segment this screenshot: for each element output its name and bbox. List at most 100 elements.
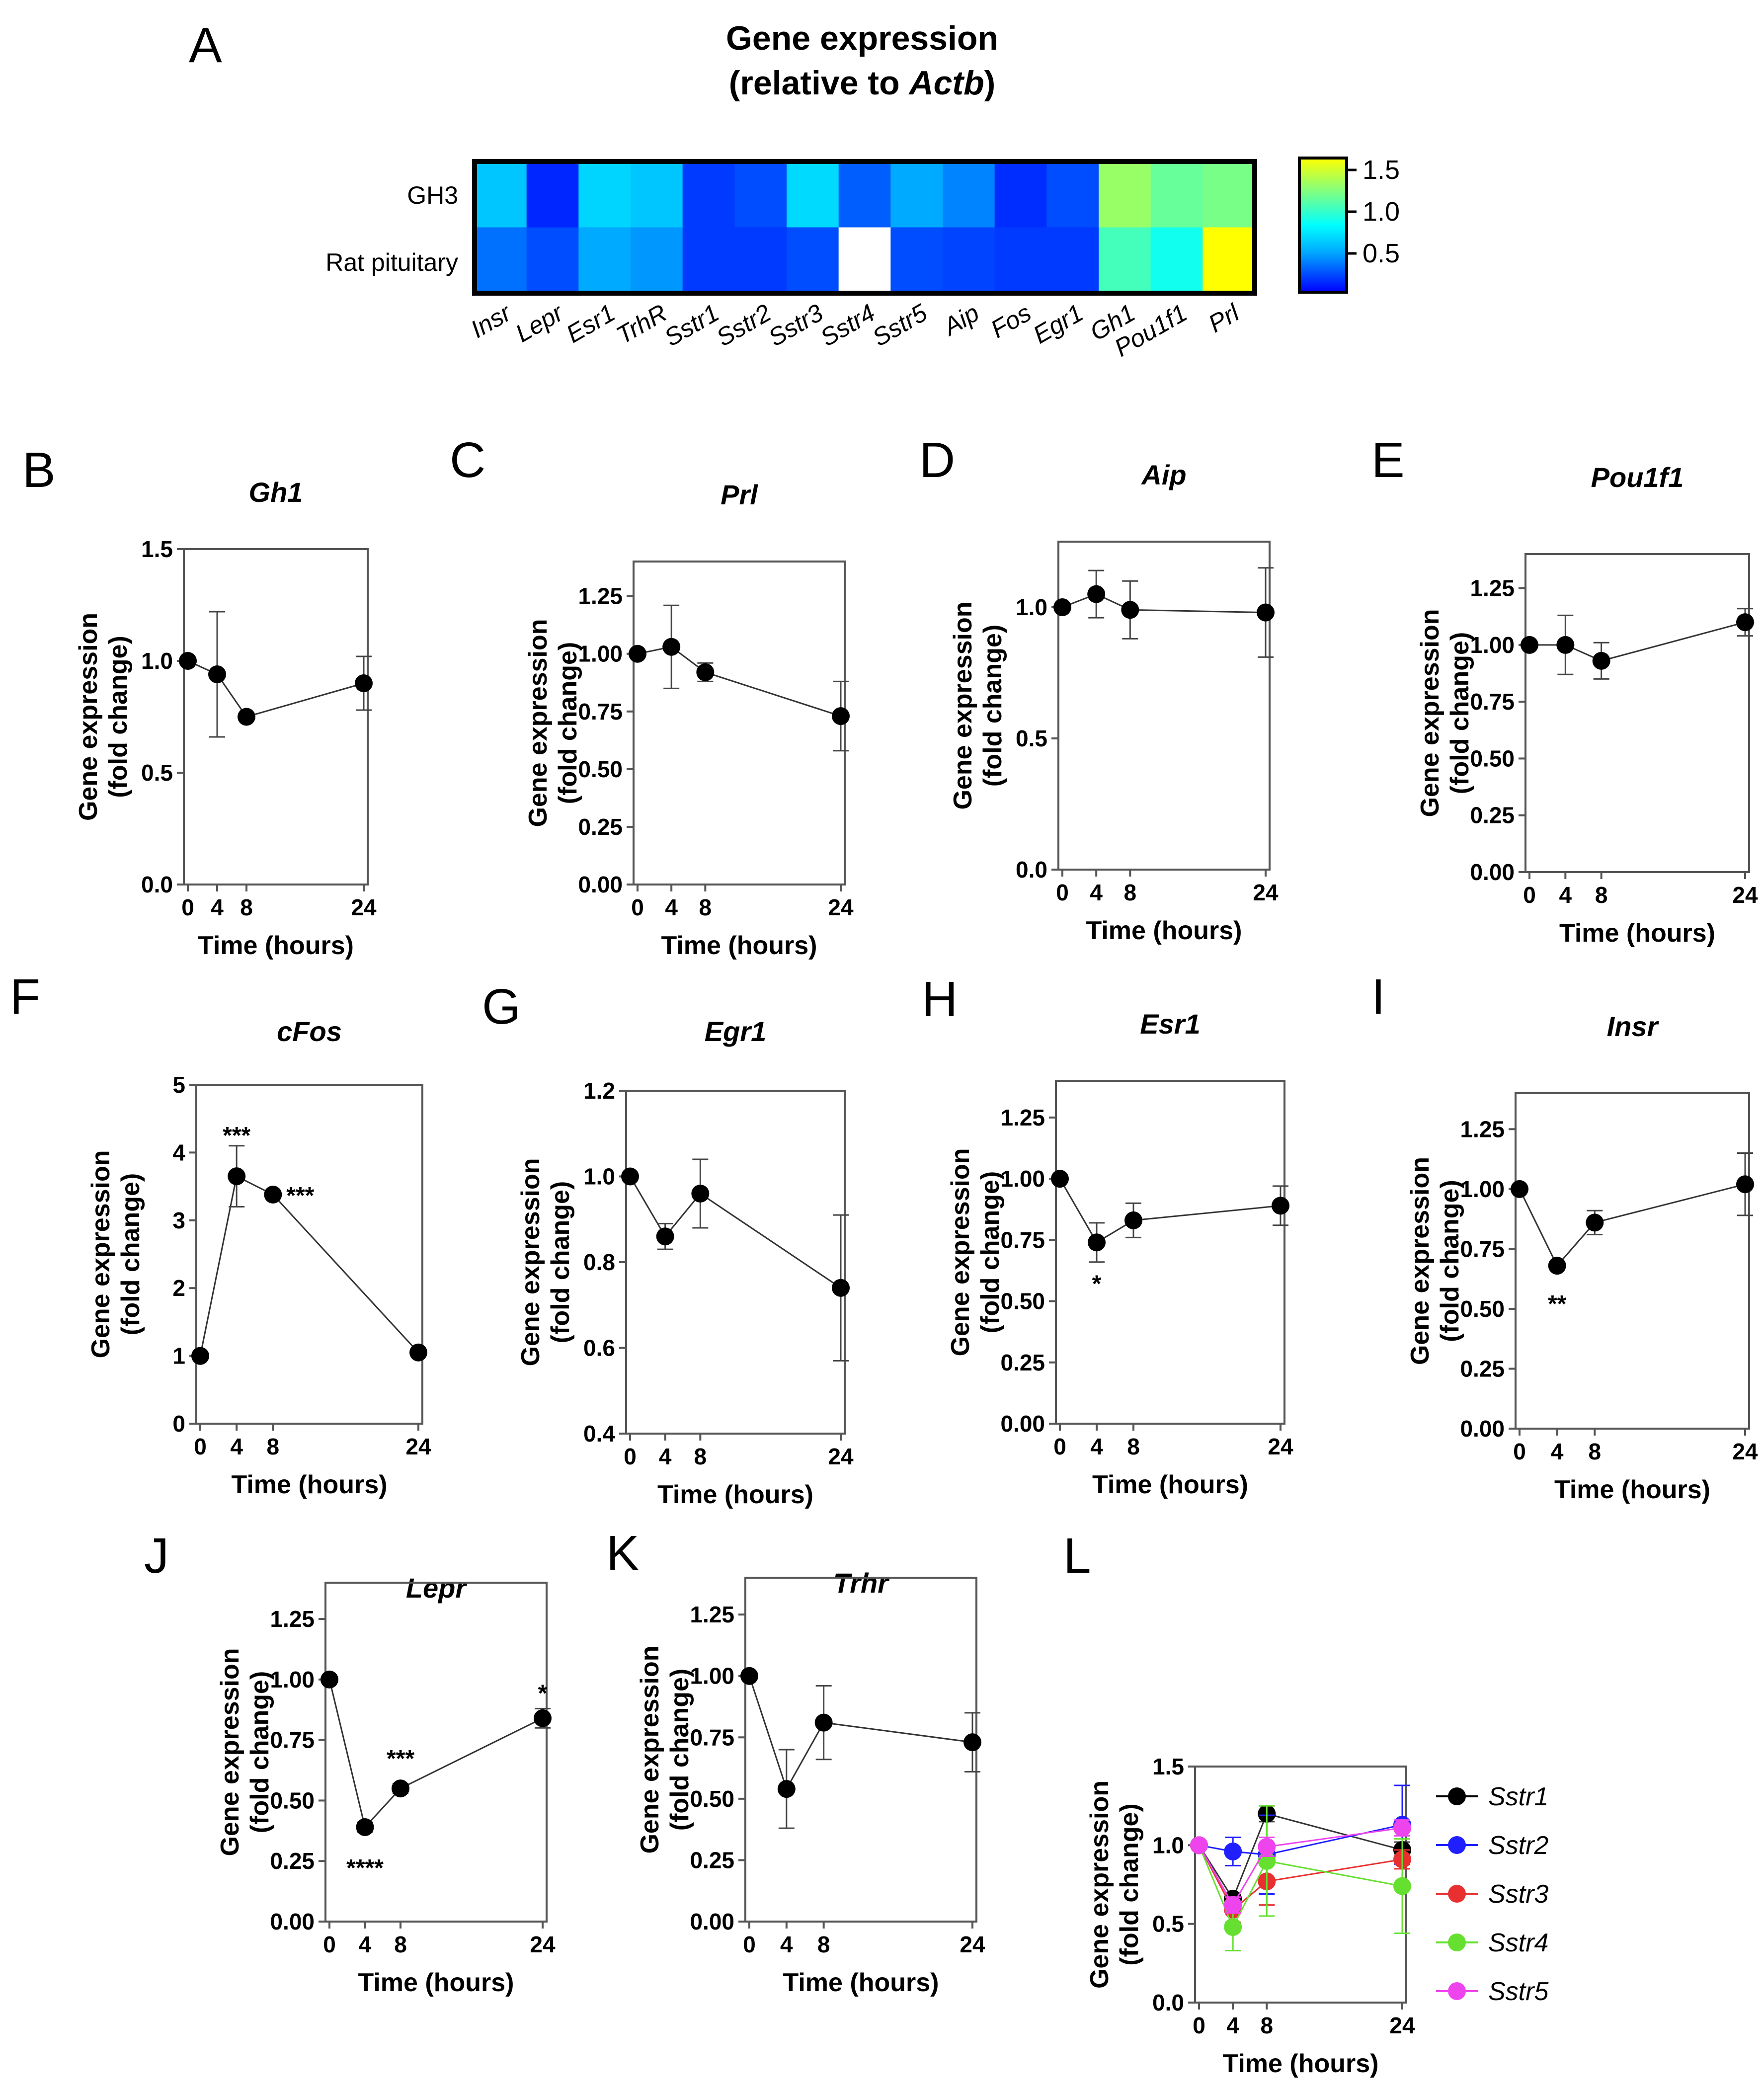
significance-label: ** — [1548, 1291, 1567, 1317]
plot-frame — [1055, 1080, 1285, 1425]
y-axis-label-line: Gene expression — [516, 1158, 545, 1366]
heatmap-gene-label: Sstr3 — [764, 299, 828, 352]
data-point — [1053, 598, 1071, 616]
y-axis-label-line: (fold change) — [546, 1181, 575, 1343]
y-axis-label: Gene expression(fold change) — [86, 1150, 145, 1358]
significance-label: *** — [387, 1746, 414, 1772]
panel-letter: F — [10, 969, 40, 1025]
chart-title: Prl — [721, 479, 758, 510]
x-tick-label: 24 — [1253, 880, 1279, 905]
y-tick-label: 0 — [172, 1411, 185, 1437]
series-line — [1529, 621, 1746, 662]
heatmap-cell — [890, 227, 943, 294]
y-tick-label: 1.5 — [1152, 1754, 1184, 1779]
y-tick-label: 1.00 — [690, 1663, 734, 1689]
heatmap-cell — [943, 161, 995, 228]
x-axis-label: Time (hours) — [1086, 916, 1242, 945]
heatmap-gene-label: Fos — [986, 299, 1036, 343]
data-point — [208, 665, 226, 683]
chart-panel-d: D Aip 0.0 0.5 1.0 0 4 8 24 Time (hours) Gene expre… — [919, 432, 1279, 945]
heatmap-cell — [994, 161, 1047, 228]
y-axis-label-line: Gene expression — [216, 1648, 244, 1856]
heatmap-gene-label: Prl — [1203, 298, 1245, 338]
panel-letter: J — [144, 1528, 169, 1584]
x-tick-label: 24 — [828, 894, 854, 920]
data-point — [1121, 601, 1139, 619]
y-tick-label: 1.00 — [1460, 1176, 1505, 1202]
heatmap-gene-label: Lepr — [511, 298, 569, 348]
legend-label: Sstr4 — [1488, 1929, 1548, 1957]
x-tick-label: 8 — [699, 894, 712, 920]
series-line — [1198, 1845, 1403, 1929]
y-axis-label: Gene expression(fold change) — [74, 613, 133, 821]
y-tick-label: 1.0 — [1152, 1832, 1184, 1858]
data-point — [691, 1185, 710, 1203]
x-tick-label: 4 — [359, 1932, 372, 1957]
y-tick-label: 0.5 — [141, 760, 173, 786]
panel-letter: D — [919, 432, 955, 488]
data-point — [656, 1227, 674, 1246]
heatmap-cell — [1150, 161, 1203, 228]
data-point — [814, 1713, 833, 1732]
y-tick-label: 1.00 — [1470, 632, 1515, 658]
x-tick-label: 8 — [394, 1932, 407, 1957]
y-axis-label-line: Gene expression — [86, 1150, 115, 1358]
data-point — [1051, 1170, 1069, 1188]
y-tick-label: 1.00 — [1000, 1166, 1045, 1192]
data-point — [1088, 1233, 1106, 1252]
y-tick-label: 0.75 — [1470, 689, 1515, 715]
x-axis-label: Time (hours) — [1223, 2049, 1379, 2078]
chart-title: Egr1 — [705, 1016, 767, 1047]
panel-letter: E — [1371, 432, 1405, 488]
data-point — [1224, 1896, 1242, 1914]
data-point — [355, 674, 373, 692]
heatmap-cell — [787, 161, 839, 228]
plot-frame — [324, 1582, 548, 1923]
y-axis-label-line: Gene expression — [74, 613, 103, 821]
x-tick-label: 4 — [1226, 2012, 1239, 2038]
series-line — [1198, 1827, 1403, 1907]
y-tick-label: 1.0 — [141, 648, 173, 674]
x-tick-label: 8 — [1595, 882, 1608, 908]
x-tick-label: 8 — [1127, 1434, 1140, 1459]
heatmap-title: Gene expression — [726, 19, 998, 57]
panel-letter: I — [1371, 969, 1385, 1025]
y-tick-label: 1.25 — [578, 583, 623, 609]
y-tick-label: 0.0 — [141, 872, 173, 897]
data-point — [1736, 1175, 1754, 1194]
y-axis-label: Gene expression(fold change) — [216, 1648, 274, 1856]
series-line — [328, 1679, 543, 1829]
x-tick-label: 24 — [351, 894, 377, 920]
chart-title: Esr1 — [1140, 1008, 1200, 1040]
y-tick-label: 0.25 — [1470, 803, 1515, 828]
y-tick-label: 0.00 — [690, 1909, 734, 1934]
y-axis-label: Gene expression(fold change) — [946, 1148, 1005, 1356]
y-tick-label: 0.00 — [1000, 1411, 1045, 1437]
data-point — [1548, 1257, 1566, 1275]
heatmap-cell — [838, 227, 891, 294]
y-tick-label: 0.50 — [1000, 1288, 1045, 1314]
y-axis-label: Gene expression(fold change) — [636, 1645, 694, 1853]
heatmap-grid — [475, 161, 1255, 294]
y-tick-label: 1.25 — [1460, 1116, 1505, 1142]
data-point — [1124, 1211, 1142, 1229]
x-tick-label: 0 — [631, 894, 644, 920]
heatmap-gene-label: Egr1 — [1029, 299, 1088, 349]
data-point — [238, 708, 255, 726]
x-tick-label: 0 — [1523, 882, 1536, 908]
data-point — [621, 1167, 639, 1186]
data-point — [777, 1780, 796, 1798]
x-tick-label: 0 — [181, 894, 194, 920]
heatmap-gene-label: Sstr5 — [868, 299, 932, 352]
legend-marker — [1448, 1787, 1466, 1805]
y-tick-label: 1.00 — [270, 1667, 315, 1692]
y-tick-label: 0.25 — [1000, 1350, 1045, 1375]
panel-letter: C — [450, 432, 485, 488]
data-point — [629, 644, 646, 663]
x-tick-label: 8 — [694, 1444, 707, 1469]
chart-title: Aip — [1140, 459, 1186, 490]
y-axis-label: Gene expression(fold change) — [1085, 1780, 1144, 1989]
heatmap-cell — [578, 161, 631, 228]
y-tick-label: 3 — [172, 1208, 185, 1233]
data-point — [1190, 1836, 1208, 1854]
